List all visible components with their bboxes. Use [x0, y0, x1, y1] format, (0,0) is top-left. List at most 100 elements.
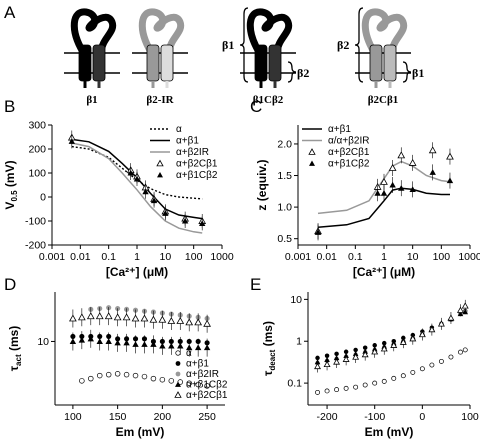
point-α+β2Cβ1: [437, 320, 445, 327]
channel-beta2-ir: β2-IR: [132, 8, 188, 106]
chart-e-tau-deact: -200 -100 0 100 10 1 0.1 Em (mV) τdeact (ms): [261, 292, 479, 439]
point-α+β1: [372, 343, 377, 348]
legend-swatch: [156, 159, 164, 167]
point-α: [132, 372, 139, 379]
point-α+β1: [324, 353, 330, 358]
legend-entry: α: [186, 348, 192, 359]
y-tick-label: 1.5: [277, 170, 292, 182]
point-α: [334, 387, 340, 393]
legend-entry: α+β2Cβ1: [186, 390, 228, 401]
y-axis-label: z (equiv.): [255, 159, 269, 210]
x-tick-label: 250: [198, 411, 216, 423]
y-label-sub: act: [14, 354, 23, 366]
point-α+β1: [315, 355, 320, 361]
point-α+β2Cβ1: [167, 316, 176, 324]
point-α+β2Cβ1: [388, 163, 397, 171]
x-tick-label: 150: [109, 411, 127, 423]
point-α+β1Cβ2: [429, 169, 436, 175]
point-α+β2Cβ1: [390, 341, 398, 348]
point-α+β1Cβ2: [150, 197, 158, 204]
point-α: [372, 380, 378, 386]
x-tick-label: 0.1: [348, 251, 363, 263]
x-axis-label: [Ca²⁺] (μM): [353, 265, 415, 279]
point-α+β1Cβ2: [87, 335, 94, 342]
point-α+β2Cβ1: [113, 313, 122, 321]
brace-label-b2: β2: [297, 66, 309, 80]
x-tick-label: 100: [433, 251, 451, 263]
curve-α+β2IR: [71, 142, 203, 234]
y-tick-label: 1.0: [277, 202, 292, 214]
curve-α+β1: [317, 187, 450, 229]
point-α+β1Cβ2: [133, 175, 141, 182]
tm-segment-2: [268, 44, 282, 82]
brace-outer-b1cb2: [239, 7, 249, 83]
x-tick-label: 1: [134, 251, 140, 263]
point-α+β2Cβ1: [333, 358, 341, 365]
legend-entry: α+β2Cβ1: [328, 147, 370, 158]
x-tick-label: 1000: [210, 251, 234, 263]
point-α: [114, 371, 121, 377]
point-α+β2Cβ1: [104, 312, 113, 320]
point-α+β1Cβ2: [177, 342, 184, 349]
point-α: [105, 371, 112, 378]
point-α+β2Cβ1: [203, 319, 211, 327]
y-label-unit: (mV): [3, 160, 17, 190]
y-tick-label: -200: [25, 240, 46, 252]
x-axis-label: Em (mV): [116, 425, 165, 439]
point-α+β2Cβ1: [397, 151, 406, 159]
tm-segment-1: [146, 44, 160, 82]
point-α+β2Cβ1: [194, 318, 203, 326]
point-α: [381, 378, 387, 384]
point-α+β2Cβ1: [131, 314, 140, 322]
legend-swatch: [175, 381, 181, 387]
y-tick-label: 2.0: [277, 138, 292, 150]
x-tick-label: 200: [154, 411, 172, 423]
point-α: [362, 382, 368, 388]
point-α: [159, 376, 166, 383]
point-α: [419, 366, 425, 372]
point-α+β1Cβ2: [181, 217, 189, 224]
point-α+β2Cβ1: [185, 318, 194, 326]
point-α: [324, 388, 330, 394]
x-tick-label: 10: [159, 251, 171, 263]
point-α+β2Cβ1: [428, 325, 436, 333]
curve-α/α+β2IR: [317, 160, 451, 215]
point-α+β1Cβ2: [398, 184, 405, 191]
point-α+β2Cβ1: [352, 353, 360, 360]
point-α+β2Cβ1: [371, 348, 379, 355]
point-α+β2Cβ1: [95, 312, 104, 320]
point-α+β1Cβ2: [186, 344, 193, 351]
point-α+β2Cβ1: [409, 335, 417, 342]
channel-beta1: β1: [64, 8, 120, 106]
legend-entry: α: [176, 124, 182, 135]
point-α+β2Cβ1: [77, 313, 86, 321]
y-tick-label: 0.1: [287, 378, 302, 390]
y-label-unit: (ms): [261, 321, 275, 350]
point-α: [391, 375, 397, 381]
legend-swatch: [309, 160, 315, 166]
point-α: [429, 362, 435, 368]
legend-entry: α+β1Cβ2: [328, 159, 370, 170]
point-α: [315, 389, 320, 395]
brace-label-b1-inner: β1: [412, 66, 424, 80]
point-α: [141, 373, 148, 380]
panel-letter-d: D: [4, 275, 16, 294]
x-tick-label: 10: [407, 251, 419, 263]
point-α: [204, 383, 210, 389]
x-tick-label: -100: [364, 411, 385, 423]
point-α+β1Cβ2: [380, 190, 388, 196]
x-tick-label: -200: [317, 411, 338, 423]
point-α+β2Cβ1: [456, 306, 464, 313]
y-tick-label: 0: [40, 192, 46, 204]
y-axis-label: V0.5 (mV): [3, 160, 19, 209]
y-tick-label: 10: [290, 294, 302, 306]
legend-swatch: [175, 371, 181, 377]
point-α+β1: [343, 349, 349, 355]
point-α+β2Cβ1: [399, 338, 407, 345]
point-α+β1Cβ2: [198, 220, 206, 226]
extracellular-loop: [361, 8, 408, 56]
point-α+β2Cβ1: [323, 360, 331, 368]
point-α+β2Cβ1: [158, 315, 167, 323]
point-α+β2Cβ1: [447, 314, 455, 321]
